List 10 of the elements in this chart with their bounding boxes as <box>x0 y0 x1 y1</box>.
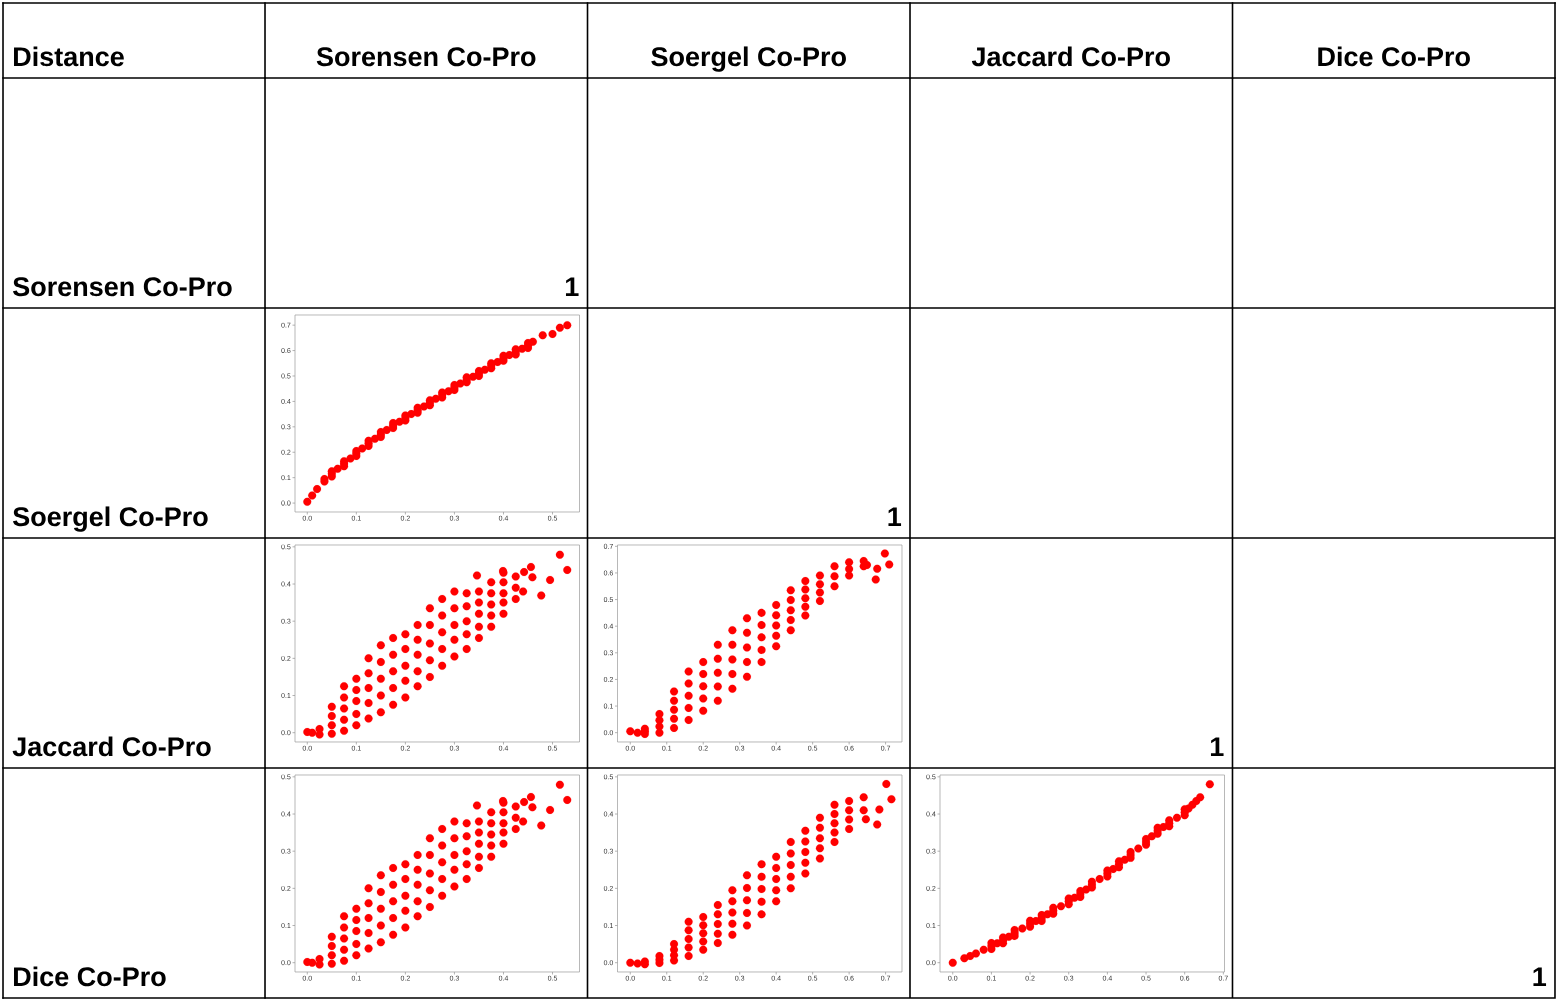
data-label: 1 <box>1210 737 1224 756</box>
x-tick-label: Sorensen Co-Pro <box>316 47 536 67</box>
x-tick-label: Dice Co-Pro <box>1318 46 1470 67</box>
chart-title: Distance <box>14 46 124 67</box>
x-tick-label: Soergel Co-Pro <box>651 46 846 72</box>
x-tick-label: Jaccard Co-Pro <box>971 46 1170 67</box>
data-label: 1 <box>888 507 902 526</box>
data-label: 1 <box>565 277 579 296</box>
y-tick-label: Sorensen Co-Pro <box>12 277 232 297</box>
data-label: 1 <box>1533 967 1547 986</box>
